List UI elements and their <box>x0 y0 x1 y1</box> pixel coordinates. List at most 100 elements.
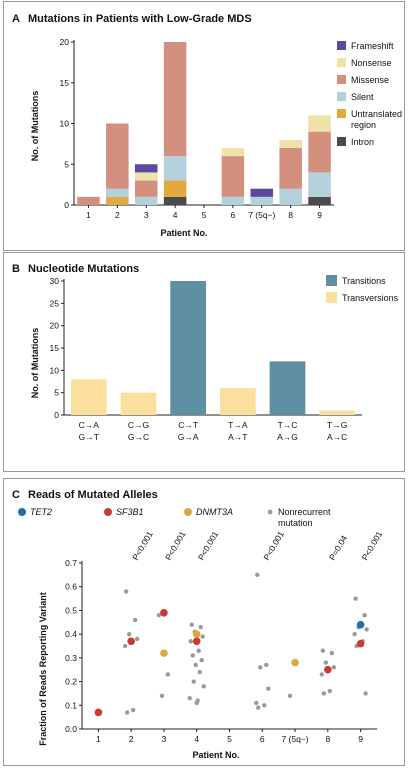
point-dnmt3a <box>160 649 168 657</box>
bar-segment-missense <box>106 123 129 189</box>
point-nonrecurrent-mutation <box>196 648 201 653</box>
x-tick-label: 6 <box>260 734 265 744</box>
bar-transitions <box>269 361 306 415</box>
bar-segment-nonsense <box>308 115 331 132</box>
bar-segment-nonsense <box>221 147 245 157</box>
point-nonrecurrent-mutation <box>331 665 337 670</box>
x-tick-label: 9 <box>317 210 322 220</box>
point-nonrecurrent-mutation <box>258 665 263 670</box>
p-value-annotation: P<0.001 <box>261 529 286 562</box>
point-nonrecurrent-mutation <box>363 691 368 696</box>
x-tick-label: 4 <box>194 734 199 744</box>
point-nonrecurrent-mutation <box>254 700 259 706</box>
bar-segment-missense <box>279 147 302 189</box>
point-nonrecurrent-mutation <box>323 660 329 665</box>
legend-label-nonsense: Nonsense <box>351 58 392 68</box>
legend-label-transitions: Transitions <box>342 276 386 286</box>
legend-label-missense: Missense <box>351 75 389 85</box>
y-tick-label: 0.0 <box>65 724 77 734</box>
point-sf3b1 <box>160 609 168 617</box>
legend-swatch-intron <box>337 137 346 146</box>
y-tick-label: 0.4 <box>65 629 77 639</box>
panel-a-plot: 0 5 10 15 20 1 2 3 4 5 6 7 (5q−) 8 9 <box>60 37 334 220</box>
y-tick-label: 0 <box>54 410 59 420</box>
x-tick-label: 5 <box>202 210 207 220</box>
x-tick-label: 1 <box>96 734 101 744</box>
bar-segment-silent <box>134 196 158 205</box>
point-nonrecurrent-mutation <box>122 643 128 649</box>
point-nonrecurrent-mutation <box>287 693 293 698</box>
bar-transversions <box>70 379 107 415</box>
legend-swatch-missense <box>337 75 346 84</box>
point-dnmt3a <box>291 658 299 667</box>
y-tick-label: 0.2 <box>65 677 77 687</box>
point-tet2 <box>356 620 365 629</box>
x-tick-label: 8 <box>325 734 330 744</box>
bar-transitions <box>170 281 207 415</box>
x-tick-label: 3 <box>162 734 167 744</box>
point-nonrecurrent-mutation <box>197 669 202 675</box>
bar-segment-frameshift <box>134 164 158 173</box>
panel-c-svg: C Reads of Mutated Alleles TET2 SF3B1 DNMT… <box>12 489 384 760</box>
panel-a-svg: A Mutations in Patients with Low-Grade M… <box>12 13 402 238</box>
y-tick-label: 10 <box>50 365 60 375</box>
point-dnmt3a <box>192 630 201 638</box>
legend-label-nonrecurrent-mutation-line1: Nonrecurrent <box>278 507 331 517</box>
x-tick-label: 2 <box>129 734 134 744</box>
point-nonrecurrent-mutation <box>165 672 171 677</box>
x-tick-label: 7 (5q−) <box>281 734 308 744</box>
x-tick-label: 1 <box>86 210 91 220</box>
panel-a: A Mutations in Patients with Low-Grade M… <box>3 1 405 251</box>
point-nonrecurrent-mutation <box>187 695 192 701</box>
legend-swatch-transversions <box>326 292 337 303</box>
legend-swatch-nonsense <box>337 58 346 67</box>
panel-a-title: Mutations in Patients with Low-Grade MDS <box>28 13 252 25</box>
point-nonrecurrent-mutation <box>201 684 206 689</box>
y-tick-label: 5 <box>54 388 59 398</box>
point-nonrecurrent-mutation <box>191 679 196 684</box>
panel-b-letter: B <box>12 263 20 275</box>
p-value-annotation: P=0.04 <box>327 533 349 562</box>
bar-segment-untranslated-region <box>106 196 129 205</box>
bar-segment-silent <box>106 188 129 197</box>
panel-a-letter: A <box>12 13 20 25</box>
point-nonrecurrent-mutation <box>199 658 204 663</box>
point-nonrecurrent-mutation <box>266 686 271 691</box>
panel-a-xlabel: Patient No. <box>160 228 207 238</box>
panel-c-xlabel: Patient No. <box>192 750 239 760</box>
point-nonrecurrent-mutation <box>134 636 140 642</box>
point-nonrecurrent-mutation <box>126 631 132 637</box>
point-nonrecurrent-mutation <box>327 688 333 694</box>
legend-marker-dnmt3a <box>184 508 192 516</box>
panel-c-letter: C <box>12 489 20 501</box>
point-nonrecurrent-mutation <box>255 572 260 578</box>
legend-marker-tet2 <box>18 508 26 516</box>
x-tick-label: 3 <box>144 210 149 220</box>
point-nonrecurrent-mutation <box>189 622 194 627</box>
legend-label-nonrecurrent-mutation-line2: mutation <box>278 518 313 528</box>
point-nonrecurrent-mutation <box>159 693 165 698</box>
legend-swatch-transitions <box>326 275 337 286</box>
p-value-annotation: P<0.001 <box>130 529 155 562</box>
y-tick-label: 15 <box>60 78 70 88</box>
x-tick-label-bottom: G→C <box>128 432 149 442</box>
y-tick-label: 30 <box>50 276 60 286</box>
bar-segment-silent <box>308 172 331 197</box>
panel-b: B Nucleotide Mutations 0 5 10 15 20 25 30 C→A G→… <box>3 252 405 472</box>
legend-marker-sf3b1 <box>104 508 112 516</box>
p-value-annotation: P<0.001 <box>196 529 221 562</box>
bar-segment-silent <box>221 196 245 205</box>
x-tick-label: 8 <box>288 210 293 220</box>
point-nonrecurrent-mutation <box>256 705 261 710</box>
bar-segment-missense <box>163 42 187 157</box>
panel-b-plot: 0 5 10 15 20 25 30 C→A G→T C→G G→C C→T G→A T→A A→T T→C A… <box>50 276 362 442</box>
x-tick-label-bottom: A→C <box>327 432 347 442</box>
bar-transversions <box>219 388 256 415</box>
bar-segment-missense <box>77 196 100 205</box>
legend-marker-nonrecurrent-mutation <box>267 509 273 515</box>
x-tick-label: 2 <box>115 210 120 220</box>
panel-b-svg: B Nucleotide Mutations 0 5 10 15 20 25 30 C→A G→… <box>12 263 399 442</box>
panel-c: C Reads of Mutated Alleles TET2 SF3B1 DNMT… <box>3 478 405 766</box>
